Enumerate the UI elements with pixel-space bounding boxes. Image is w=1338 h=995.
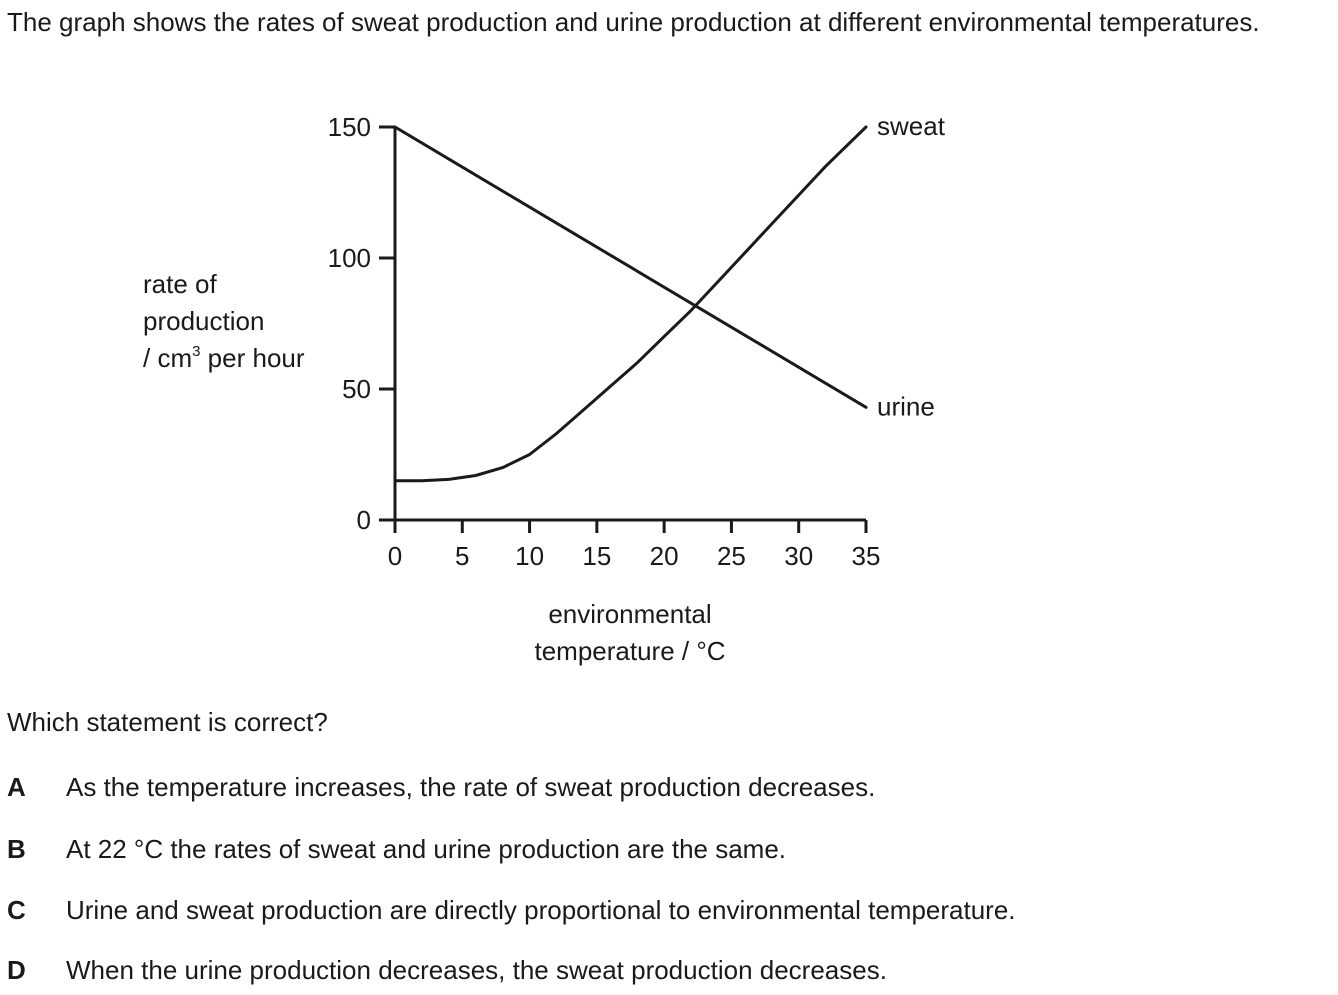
option-text: Urine and sweat production are directly … xyxy=(66,895,1016,925)
chart-series-labels: sweat urine xyxy=(877,111,946,421)
option-a[interactable]: A As the temperature increases, the rate… xyxy=(7,772,875,808)
series-label-sweat: sweat xyxy=(877,111,946,141)
y-axis-label-line3: / cm3 per hour xyxy=(143,340,305,377)
y-axis-unit-superscript: 3 xyxy=(192,343,201,360)
series-line-urine xyxy=(393,125,868,409)
option-text: At 22 °C the rates of sweat and urine pr… xyxy=(66,834,787,864)
y-axis-unit-prefix: / cm xyxy=(143,343,193,373)
x-axis-label-line1: environmental xyxy=(548,599,712,629)
x-axis-label: environmental temperature / °C xyxy=(480,596,780,670)
x-tick-label: 30 xyxy=(784,541,813,571)
option-text: As the temperature increases, the rate o… xyxy=(66,772,876,802)
option-b[interactable]: B At 22 °C the rates of sweat and urine … xyxy=(7,834,786,870)
y-tick-label: 50 xyxy=(342,374,371,404)
series-label-urine: urine xyxy=(877,391,935,421)
option-letter: D xyxy=(7,955,26,985)
option-c[interactable]: C Urine and sweat production are directl… xyxy=(7,895,1016,931)
option-letter: A xyxy=(7,772,26,802)
y-axis-label-line2: production xyxy=(143,306,265,336)
x-tick-label: 5 xyxy=(455,541,469,571)
option-d[interactable]: D When the urine production decreases, t… xyxy=(7,955,887,991)
x-tick-label: 0 xyxy=(388,541,402,571)
x-tick-label: 20 xyxy=(650,541,679,571)
question-text: Which statement is correct? xyxy=(7,707,328,737)
option-letter: B xyxy=(7,834,26,864)
y-axis-label: rate of production / cm3 per hour xyxy=(143,266,305,377)
chart-axes: 0 5 10 15 20 25 30 35 0 50 100 150 xyxy=(328,112,881,571)
intro-text: The graph shows the rates of sweat produ… xyxy=(7,7,1260,37)
y-axis-label-line1: rate of xyxy=(143,269,217,299)
x-tick-label: 25 xyxy=(717,541,746,571)
x-axis-label-line2: temperature / °C xyxy=(534,636,726,666)
option-letter: C xyxy=(7,895,26,925)
y-axis-unit-suffix: per hour xyxy=(200,343,305,373)
y-tick-label: 150 xyxy=(328,112,371,142)
chart-series xyxy=(393,125,868,483)
option-text: When the urine production decreases, the… xyxy=(66,955,887,985)
series-line-sweat xyxy=(393,125,868,483)
x-tick-label: 10 xyxy=(515,541,544,571)
x-tick-label: 35 xyxy=(852,541,881,571)
y-tick-label: 100 xyxy=(328,243,371,273)
x-tick-label: 15 xyxy=(582,541,611,571)
y-tick-label: 0 xyxy=(357,505,371,535)
